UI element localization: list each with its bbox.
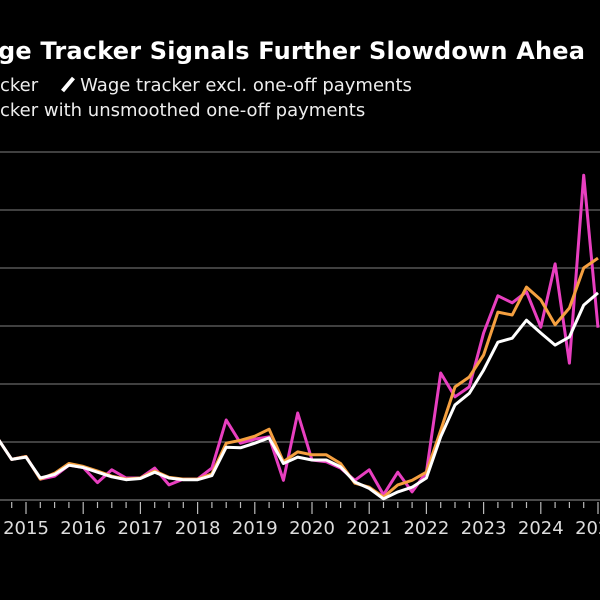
legend-row-1: cker Wage tracker excl. one-off payments bbox=[0, 75, 412, 96]
x-tick-label: 2025 bbox=[575, 518, 600, 539]
x-tick-label: 2016 bbox=[60, 518, 106, 539]
series-line-0 bbox=[0, 291, 599, 501]
x-tick-label: 2021 bbox=[346, 518, 392, 539]
x-tick-label: 2022 bbox=[403, 518, 449, 539]
legend-label-excl-one-off: Wage tracker excl. one-off payments bbox=[80, 75, 412, 96]
x-tick-label: 2023 bbox=[461, 518, 507, 539]
x-tick-label: 2017 bbox=[117, 518, 163, 539]
x-tick-label: 2019 bbox=[232, 518, 278, 539]
x-tick-label: 2015 bbox=[3, 518, 49, 539]
legend-label-unsmoothed: cker with unsmoothed one-off payments bbox=[0, 100, 366, 121]
x-tick-label: 2024 bbox=[518, 518, 564, 539]
x-tick-label: 2018 bbox=[175, 518, 221, 539]
legend-row-2: cker with unsmoothed one-off payments bbox=[0, 100, 365, 121]
series-line-1 bbox=[0, 256, 599, 499]
x-tick-label: 2020 bbox=[289, 518, 335, 539]
series-line-2 bbox=[0, 173, 600, 497]
legend-label-wage-tracker: cker bbox=[0, 75, 39, 96]
chart-title: ge Tracker Signals Further Slowdown Ahea bbox=[0, 37, 586, 65]
